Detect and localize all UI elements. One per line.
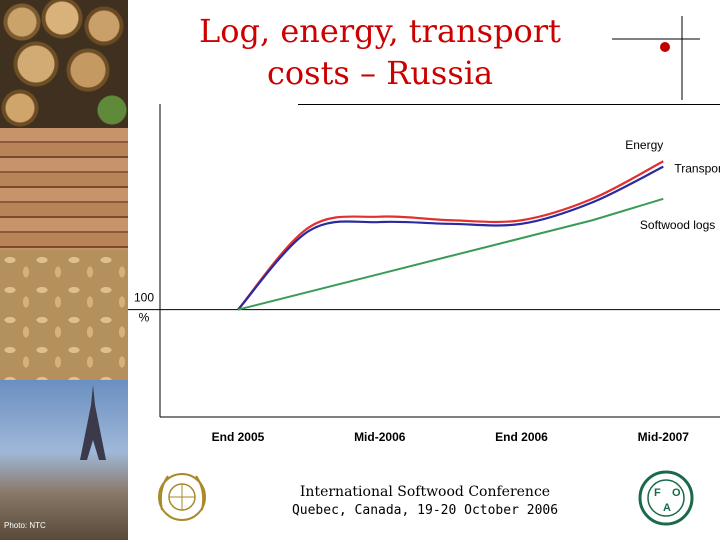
x-tick-label: End 2006 bbox=[495, 430, 548, 444]
series-line-energy bbox=[237, 160, 664, 311]
x-tick-label: Mid-2007 bbox=[638, 430, 690, 444]
slide-title-line2: costs – Russia bbox=[266, 54, 494, 92]
y-reference-label: 100 bbox=[134, 291, 154, 305]
eiffel-tower-icon bbox=[80, 385, 106, 460]
series-line-softwood-logs bbox=[237, 197, 664, 311]
x-tick-label: End 2005 bbox=[212, 430, 265, 444]
photo-credit: Photo: NTC bbox=[4, 521, 46, 530]
series-label: Energy bbox=[625, 138, 663, 152]
photo-paris-construction bbox=[0, 380, 128, 540]
series-line-transport bbox=[237, 165, 664, 311]
photo-pellets bbox=[0, 250, 128, 380]
title-rule bbox=[298, 104, 720, 105]
photo-planks bbox=[0, 128, 128, 250]
series-label: Softwood logs bbox=[640, 218, 715, 232]
conference-name: International Softwood Conference bbox=[299, 484, 551, 500]
y-reference-unit: % bbox=[139, 311, 150, 325]
x-tick-label: Mid-2006 bbox=[354, 430, 406, 444]
conference-location: Quebec, Canada, 19-20 October 2006 bbox=[291, 503, 559, 518]
photo-logs bbox=[0, 0, 128, 128]
slide-title-line1: Log, energy, transport bbox=[199, 12, 561, 50]
series-label: Transport bbox=[674, 162, 720, 176]
